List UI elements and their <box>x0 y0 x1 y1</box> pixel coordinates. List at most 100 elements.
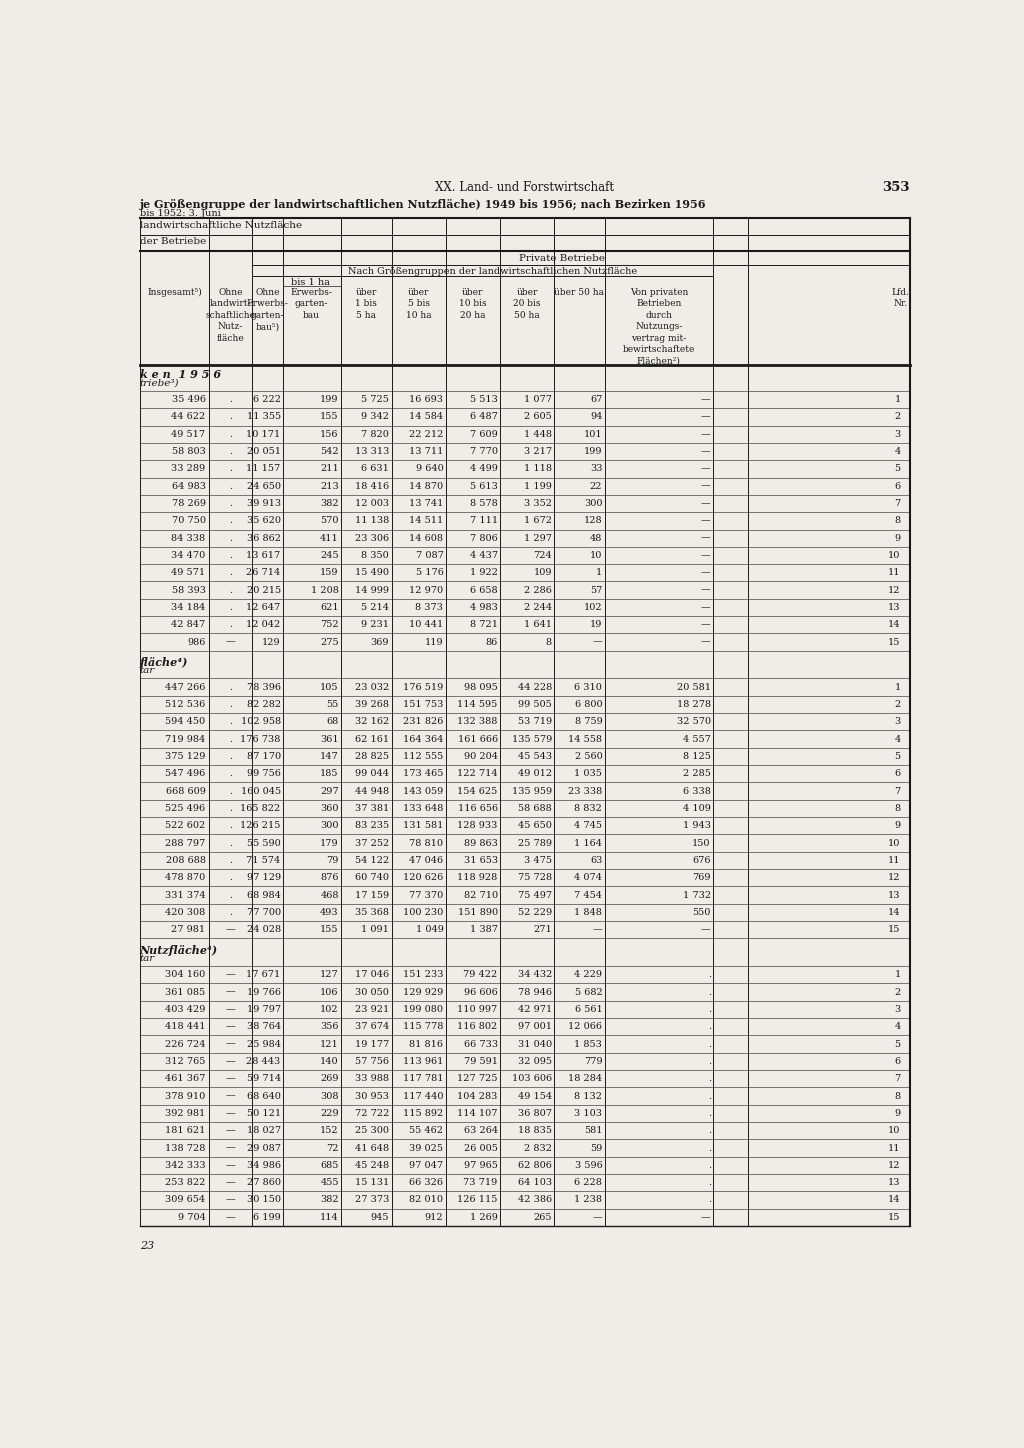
Text: 25 300: 25 300 <box>355 1127 389 1135</box>
Text: 8: 8 <box>546 637 552 647</box>
Text: 6 658: 6 658 <box>470 585 498 595</box>
Text: 100 230: 100 230 <box>403 908 443 917</box>
Text: 5 176: 5 176 <box>416 568 443 578</box>
Text: 245: 245 <box>321 552 339 560</box>
Text: 156: 156 <box>321 430 339 439</box>
Text: 226 724: 226 724 <box>165 1040 206 1048</box>
Text: 1 035: 1 035 <box>574 769 602 778</box>
Text: 199: 199 <box>321 395 339 404</box>
Text: 13 617: 13 617 <box>247 552 281 560</box>
Text: 213: 213 <box>321 482 339 491</box>
Text: 45 248: 45 248 <box>355 1161 389 1170</box>
Text: je Größengruppe der landwirtschaftlichen Nutzfläche) 1949 bis 1956; nach Bezirke: je Größengruppe der landwirtschaftlichen… <box>139 198 707 210</box>
Text: .: . <box>228 620 231 630</box>
Text: 11 355: 11 355 <box>247 413 281 421</box>
Text: 67: 67 <box>590 395 602 404</box>
Text: .: . <box>708 988 711 996</box>
Text: 2 605: 2 605 <box>524 413 552 421</box>
Text: .: . <box>708 1022 711 1031</box>
Text: 478 870: 478 870 <box>165 873 206 882</box>
Text: .: . <box>228 891 231 899</box>
Text: 164 364: 164 364 <box>403 734 443 744</box>
Text: 49 154: 49 154 <box>518 1092 552 1100</box>
Text: 126 115: 126 115 <box>458 1196 498 1205</box>
Text: .: . <box>228 734 231 744</box>
Text: 522 602: 522 602 <box>165 821 206 830</box>
Text: 159: 159 <box>321 568 339 578</box>
Text: 1 448: 1 448 <box>524 430 552 439</box>
Text: 12 970: 12 970 <box>410 585 443 595</box>
Text: 15: 15 <box>888 925 901 934</box>
Text: 62 806: 62 806 <box>518 1161 552 1170</box>
Text: 16 693: 16 693 <box>410 395 443 404</box>
Text: .: . <box>228 552 231 560</box>
Text: —: — <box>701 637 711 647</box>
Text: —: — <box>701 395 711 404</box>
Text: 81 816: 81 816 <box>410 1040 443 1048</box>
Text: 71 574: 71 574 <box>247 856 281 864</box>
Text: 20 581: 20 581 <box>677 682 711 692</box>
Text: 7 609: 7 609 <box>470 430 498 439</box>
Text: 4 745: 4 745 <box>574 821 602 830</box>
Text: 55 462: 55 462 <box>410 1127 443 1135</box>
Text: —: — <box>701 413 711 421</box>
Text: 6 487: 6 487 <box>470 413 498 421</box>
Text: 9: 9 <box>895 534 901 543</box>
Text: .: . <box>228 838 231 847</box>
Text: 24 650: 24 650 <box>247 482 281 491</box>
Text: 101: 101 <box>584 430 602 439</box>
Text: —: — <box>701 620 711 630</box>
Text: 7 111: 7 111 <box>470 517 498 526</box>
Text: 181 621: 181 621 <box>165 1127 206 1135</box>
Text: —: — <box>225 1109 236 1118</box>
Text: 361: 361 <box>321 734 339 744</box>
Text: 54 122: 54 122 <box>355 856 389 864</box>
Text: 36 862: 36 862 <box>247 534 281 543</box>
Text: 143 059: 143 059 <box>403 786 443 795</box>
Text: 99 505: 99 505 <box>518 699 552 710</box>
Text: 104 283: 104 283 <box>458 1092 498 1100</box>
Text: Ohne
landwirt-
schaftliche
Nutz-
fläche: Ohne landwirt- schaftliche Nutz- fläche <box>205 288 255 343</box>
Text: 1 091: 1 091 <box>361 925 389 934</box>
Text: 1: 1 <box>894 682 901 692</box>
Text: 8 832: 8 832 <box>574 804 602 812</box>
Text: 102: 102 <box>584 602 602 613</box>
Text: 114 595: 114 595 <box>458 699 498 710</box>
Text: 35 620: 35 620 <box>247 517 281 526</box>
Text: 461 367: 461 367 <box>165 1074 206 1083</box>
Text: 12: 12 <box>888 873 901 882</box>
Text: 369: 369 <box>371 637 389 647</box>
Text: 151 233: 151 233 <box>402 970 443 979</box>
Text: 308: 308 <box>321 1092 339 1100</box>
Text: —: — <box>593 637 602 647</box>
Text: 2 286: 2 286 <box>524 585 552 595</box>
Text: 9: 9 <box>895 1109 901 1118</box>
Text: 6 800: 6 800 <box>574 699 602 710</box>
Text: 77 370: 77 370 <box>410 891 443 899</box>
Text: 1 853: 1 853 <box>574 1040 602 1048</box>
Text: 116 802: 116 802 <box>458 1022 498 1031</box>
Text: 132 388: 132 388 <box>458 717 498 727</box>
Text: 117 781: 117 781 <box>402 1074 443 1083</box>
Text: 6 338: 6 338 <box>683 786 711 795</box>
Text: 82 282: 82 282 <box>247 699 281 710</box>
Text: 5 513: 5 513 <box>470 395 498 404</box>
Text: 6 561: 6 561 <box>574 1005 602 1014</box>
Text: 25 984: 25 984 <box>247 1040 281 1048</box>
Text: 769: 769 <box>692 873 711 882</box>
Text: 57 756: 57 756 <box>355 1057 389 1066</box>
Text: 253 822: 253 822 <box>165 1179 206 1187</box>
Text: 52 229: 52 229 <box>518 908 552 917</box>
Text: 594 450: 594 450 <box>165 717 206 727</box>
Text: 45 650: 45 650 <box>518 821 552 830</box>
Text: 3: 3 <box>894 430 901 439</box>
Text: 14 511: 14 511 <box>410 517 443 526</box>
Text: 42 971: 42 971 <box>518 1005 552 1014</box>
Text: 525 496: 525 496 <box>165 804 206 812</box>
Text: 113 961: 113 961 <box>403 1057 443 1066</box>
Text: 165 822: 165 822 <box>241 804 281 812</box>
Text: 78 946: 78 946 <box>518 988 552 996</box>
Text: 122 714: 122 714 <box>457 769 498 778</box>
Text: 342 333: 342 333 <box>165 1161 206 1170</box>
Text: 58 393: 58 393 <box>171 585 206 595</box>
